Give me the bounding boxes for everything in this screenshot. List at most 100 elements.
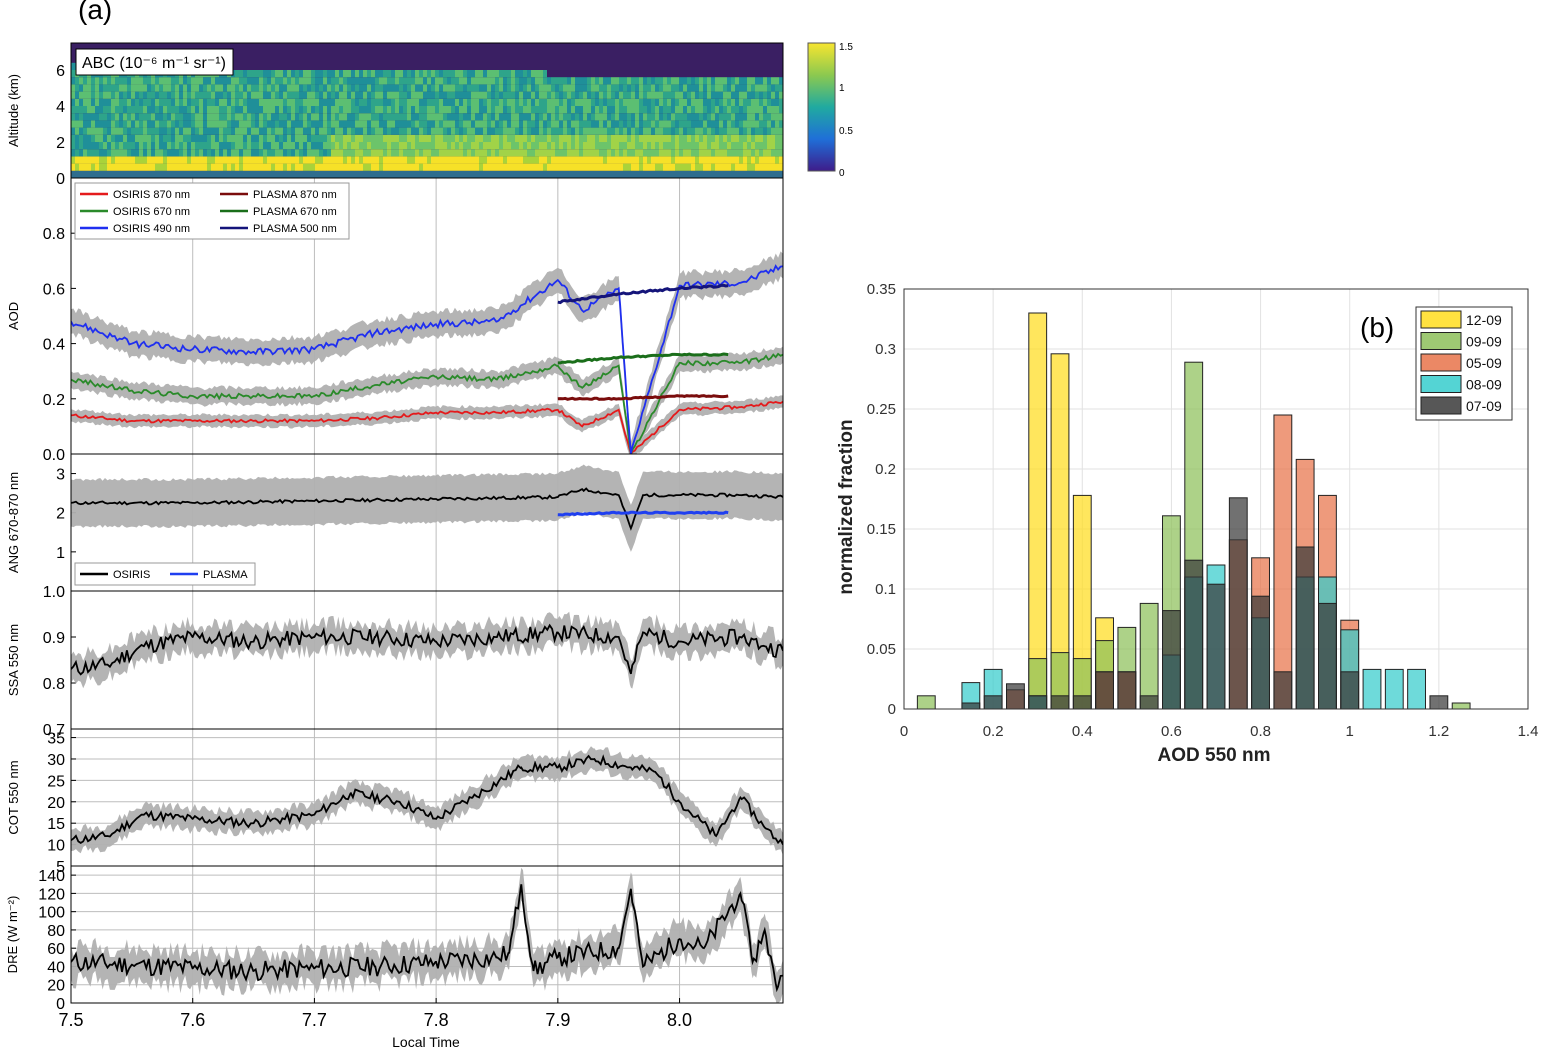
abc-cell <box>563 156 567 164</box>
abc-cell <box>747 113 751 121</box>
abc-cell <box>191 113 195 121</box>
abc-cell <box>643 106 647 114</box>
abc-cell <box>743 170 747 178</box>
abc-cell <box>383 84 387 92</box>
abc-cell <box>155 163 159 171</box>
abc-cell <box>539 163 543 171</box>
abc-cell <box>675 149 679 157</box>
abc-cell <box>695 156 699 164</box>
abc-cell <box>95 113 99 121</box>
histogram-legend-label: 08-09 <box>1466 377 1502 393</box>
abc-cell <box>763 120 767 128</box>
abc-cell <box>683 127 687 135</box>
abc-cell <box>103 127 107 135</box>
dre-ytick-label: 60 <box>47 941 65 958</box>
abc-cell <box>731 163 735 171</box>
abc-cell <box>683 113 687 121</box>
abc-cell <box>719 134 723 142</box>
cot-ylabel: COT 550 nm <box>6 760 21 834</box>
abc-cell <box>131 106 135 114</box>
abc-cell <box>275 170 279 178</box>
abc-cell <box>271 77 275 85</box>
abc-cell <box>215 127 219 135</box>
abc-cell <box>603 77 607 85</box>
abc-cell <box>379 120 383 128</box>
histogram-xtick-label: 1 <box>1346 723 1354 740</box>
abc-cell <box>167 77 171 85</box>
abc-cell <box>259 142 263 150</box>
abc-cell <box>643 120 647 128</box>
abc-cell <box>591 98 595 106</box>
abc-cell <box>527 127 531 135</box>
abc-cell <box>167 127 171 135</box>
abc-cell <box>539 127 543 135</box>
abc-cell <box>407 70 411 78</box>
abc-cell <box>767 91 771 99</box>
cot-ytick-label: 15 <box>47 816 65 833</box>
abc-cell <box>551 77 555 85</box>
abc-cell <box>623 84 627 92</box>
abc-cell <box>363 84 367 92</box>
abc-cell <box>679 142 683 150</box>
abc-cell <box>775 170 779 178</box>
abc-cell <box>655 149 659 157</box>
abc-cell <box>551 106 555 114</box>
abc-cell <box>599 98 603 106</box>
abc-cell <box>707 170 711 178</box>
abc-cell <box>299 120 303 128</box>
abc-cell <box>327 170 331 178</box>
abc-cell <box>631 134 635 142</box>
abc-cell <box>567 170 571 178</box>
abc-cell <box>555 134 559 142</box>
abc-cell <box>463 163 467 171</box>
abc-cell <box>591 149 595 157</box>
abc-cell <box>443 70 447 78</box>
abc-cell <box>195 113 199 121</box>
abc-cell <box>127 120 131 128</box>
abc-cell <box>335 91 339 99</box>
abc-cell <box>611 142 615 150</box>
colorbar-tick-label: 0.5 <box>839 126 853 137</box>
abc-cell <box>463 156 467 164</box>
abc-cell <box>631 106 635 114</box>
abc-cell <box>295 142 299 150</box>
abc-cell <box>691 98 695 106</box>
abc-cell <box>503 84 507 92</box>
abc-cell <box>255 70 259 78</box>
histogram-bar-07-09 <box>1206 583 1226 710</box>
abc-cell <box>179 106 183 114</box>
abc-cell <box>231 170 235 178</box>
abc-cell <box>583 113 587 121</box>
abc-cell <box>291 163 295 171</box>
abc-cell <box>771 106 775 114</box>
abc-cell <box>135 77 139 85</box>
abc-cell <box>463 70 467 78</box>
abc-cell <box>739 156 743 164</box>
abc-cell <box>287 120 291 128</box>
abc-cell <box>239 91 243 99</box>
abc-cell <box>603 113 607 121</box>
abc-cell <box>643 113 647 121</box>
abc-cell <box>467 77 471 85</box>
abc-cell <box>259 127 263 135</box>
abc-cell <box>643 127 647 135</box>
abc-cell <box>503 120 507 128</box>
abc-cell <box>267 120 271 128</box>
abc-cell <box>391 113 395 121</box>
abc-cell <box>199 113 203 121</box>
abc-cell <box>299 170 303 178</box>
abc-cell <box>243 77 247 85</box>
abc-cell <box>475 91 479 99</box>
abc-cell <box>367 84 371 92</box>
abc-cell <box>87 84 91 92</box>
abc-cell <box>647 91 651 99</box>
abc-cell <box>591 163 595 171</box>
abc-cell <box>635 77 639 85</box>
abc-cell <box>559 98 563 106</box>
aod-ytick-label: 0.8 <box>43 226 65 243</box>
abc-cell <box>319 106 323 114</box>
dre-xtick-label: 7.5 <box>58 1010 83 1030</box>
abc-cell <box>147 120 151 128</box>
abc-cell <box>691 113 695 121</box>
